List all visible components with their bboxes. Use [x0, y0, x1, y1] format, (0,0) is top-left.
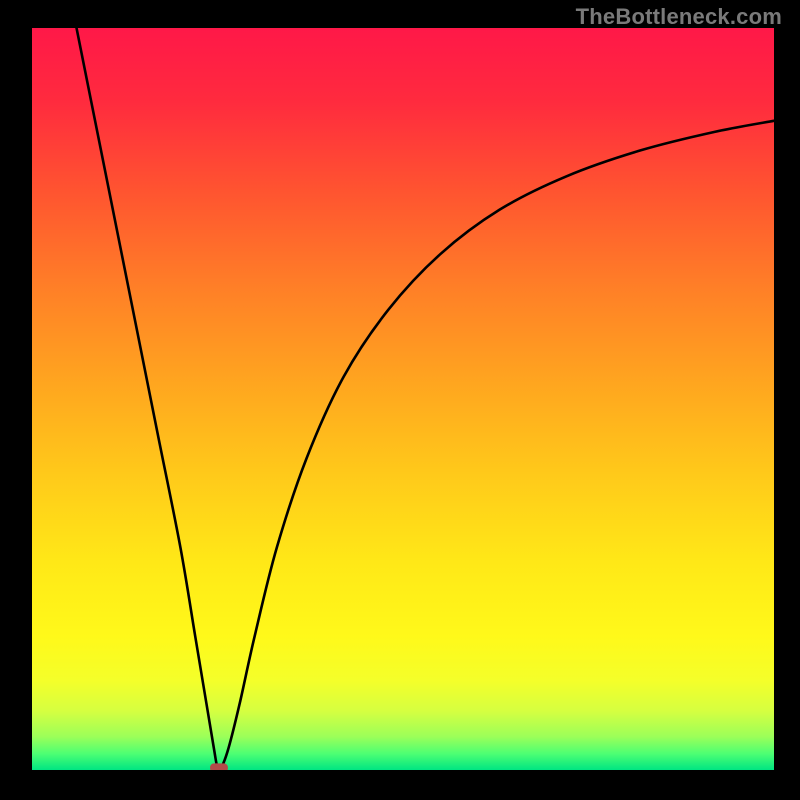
watermark-text: TheBottleneck.com — [576, 4, 782, 30]
chart-plot-area — [32, 28, 774, 770]
minimum-marker — [32, 28, 774, 770]
